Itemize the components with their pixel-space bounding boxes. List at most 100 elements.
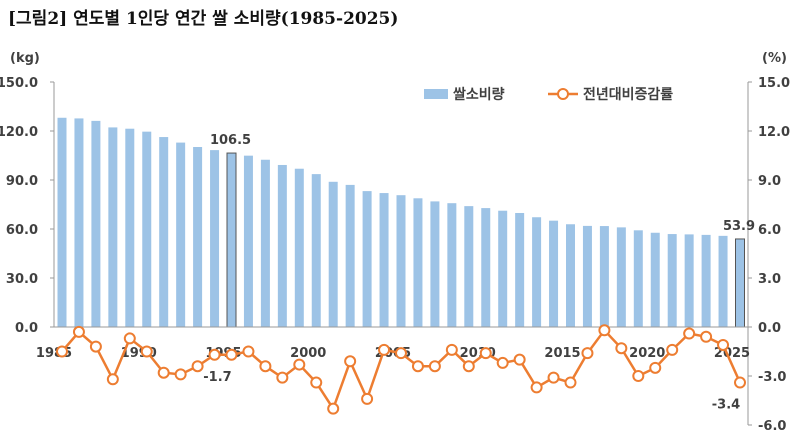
line-point-2002	[344, 355, 357, 368]
bar-2002	[345, 184, 355, 327]
x-tick-label: 2015	[544, 346, 580, 361]
bar-2010	[481, 208, 491, 327]
line-point-1994	[208, 348, 221, 361]
bar-1986	[74, 118, 84, 327]
bar-2000	[311, 174, 321, 327]
left-tick-label: 150.0	[0, 76, 38, 91]
bar-data-label: 53.9	[723, 219, 755, 234]
bar-2012	[515, 212, 525, 327]
line-point-2007	[428, 360, 441, 373]
line-point-1985	[56, 345, 68, 358]
bar-2014	[549, 220, 559, 327]
line-point-1991	[157, 366, 170, 379]
bar-1998	[277, 164, 287, 327]
bar-1997	[260, 159, 270, 327]
bar-1985	[57, 117, 67, 328]
bar-2016	[582, 225, 592, 327]
bar-1988	[108, 127, 118, 327]
right-axis-unit: (%)	[762, 51, 787, 66]
line-point-2023	[700, 330, 713, 343]
legend-bar-swatch	[424, 89, 448, 99]
bar-1995	[226, 152, 237, 328]
line-point-1997	[259, 360, 272, 373]
x-tick-label: 2020	[629, 346, 665, 361]
bar-2015	[566, 224, 575, 327]
legend-bar-label: 쌀소비량	[453, 86, 505, 103]
line-point-1989	[123, 332, 136, 345]
right-tick-label: 3.0	[758, 272, 781, 287]
bar-2019	[633, 230, 643, 327]
bar-2023	[701, 234, 711, 327]
line-point-2003	[361, 392, 374, 405]
line-point-2005	[395, 347, 407, 360]
line-point-2022	[683, 327, 696, 340]
bar-2005	[396, 195, 406, 327]
line-data-label: -3.4	[712, 398, 740, 413]
line-point-2000	[310, 376, 323, 389]
line-point-1998	[276, 371, 289, 384]
line-point-2006	[411, 360, 424, 373]
line-data-label: -1.7	[203, 370, 231, 385]
right-tick-label: 9.0	[758, 174, 781, 189]
x-tick-label: 2000	[290, 346, 326, 361]
line-point-2010	[479, 347, 492, 360]
chart-title: [그림2] 연도별 1인당 연간 쌀 소비량(1985-2025)	[8, 9, 399, 29]
bar-data-label: 106.5	[210, 133, 251, 148]
bar-2009	[464, 206, 474, 327]
right-tick-label: -6.0	[758, 419, 786, 434]
bar-2001	[328, 181, 338, 327]
bar-1990	[142, 131, 152, 327]
left-tick-label: 120.0	[0, 125, 38, 140]
right-tick-label: -3.0	[758, 370, 786, 385]
right-tick-label: 6.0	[758, 223, 781, 238]
line-point-2018	[615, 342, 628, 355]
line-point-2011	[496, 356, 509, 369]
bar-2020	[650, 232, 660, 327]
right-tick-label: 15.0	[758, 76, 790, 91]
left-tick-label: 90.0	[6, 174, 38, 189]
bar-1987	[91, 120, 101, 327]
right-tick-label: 12.0	[758, 125, 790, 140]
line-point-2017	[598, 324, 611, 337]
line-point-2024	[717, 338, 730, 351]
line-point-1990	[140, 345, 153, 358]
line-point-2009	[462, 360, 475, 373]
line-point-1992	[174, 368, 187, 381]
bar-2024	[718, 235, 728, 327]
left-tick-label: 60.0	[6, 223, 38, 238]
legend-line-marker	[557, 88, 569, 100]
line-point-2019	[632, 370, 645, 382]
line-point-1996	[242, 345, 255, 358]
line-point-2025	[734, 376, 746, 389]
bar-2006	[413, 198, 423, 327]
bar-1989	[125, 128, 135, 327]
bar-2007	[430, 201, 440, 327]
line-point-1995	[225, 348, 238, 361]
bar-1992	[176, 142, 186, 327]
left-tick-label: 0.0	[15, 321, 38, 336]
line-point-1987	[89, 340, 102, 353]
bar-1996	[243, 155, 253, 327]
bar-2013	[532, 217, 542, 327]
line-point-2012	[513, 353, 526, 366]
bar-2021	[667, 234, 677, 327]
bar-2004	[379, 193, 389, 327]
line-point-2008	[445, 343, 458, 356]
bar-2008	[447, 203, 457, 327]
line-point-2020	[649, 361, 662, 374]
bar-1991	[159, 137, 169, 327]
line-point-2015	[564, 376, 577, 389]
line-point-1999	[293, 358, 306, 371]
bar-2022	[684, 234, 694, 327]
bar-2011	[498, 210, 508, 327]
line-point-1993	[191, 360, 204, 373]
line-point-2021	[666, 343, 679, 356]
line-point-2013	[530, 381, 543, 394]
bar-1994	[210, 150, 220, 327]
bar-2018	[616, 227, 626, 327]
line-point-2014	[547, 371, 560, 384]
line-point-1988	[106, 373, 119, 386]
right-tick-label: 0.0	[758, 321, 781, 336]
bar-1999	[294, 168, 304, 327]
